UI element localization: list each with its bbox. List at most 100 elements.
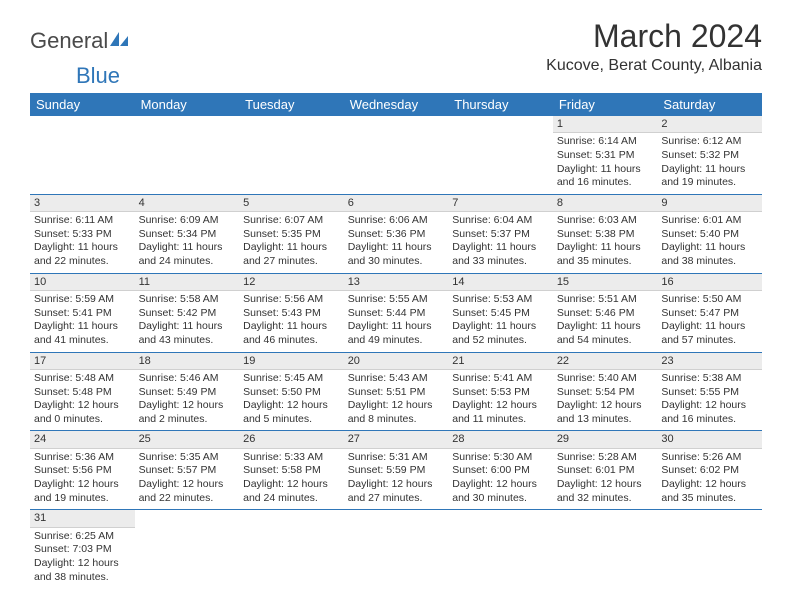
sunset-line: Sunset: 5:49 PM <box>139 386 236 400</box>
sunset-line: Sunset: 5:45 PM <box>452 307 549 321</box>
calendar-cell <box>30 116 135 194</box>
day-content: Sunrise: 5:48 AMSunset: 5:48 PMDaylight:… <box>30 370 135 431</box>
sunrise-line: Sunrise: 5:35 AM <box>139 451 236 465</box>
day-number: 14 <box>448 274 553 291</box>
day-content: Sunrise: 5:35 AMSunset: 5:57 PMDaylight:… <box>135 449 240 510</box>
sunset-line: Sunset: 5:41 PM <box>34 307 131 321</box>
day-number: 17 <box>30 353 135 370</box>
sunset-line: Sunset: 5:58 PM <box>243 464 340 478</box>
day-content: Sunrise: 5:30 AMSunset: 6:00 PMDaylight:… <box>448 449 553 510</box>
day-number: 30 <box>657 431 762 448</box>
day-content: Sunrise: 5:38 AMSunset: 5:55 PMDaylight:… <box>657 370 762 431</box>
sunrise-line: Sunrise: 5:46 AM <box>139 372 236 386</box>
day-number: 20 <box>344 353 449 370</box>
day-number: 6 <box>344 195 449 212</box>
sunrise-line: Sunrise: 5:41 AM <box>452 372 549 386</box>
day-number: 15 <box>553 274 658 291</box>
sunset-line: Sunset: 5:55 PM <box>661 386 758 400</box>
day-content: Sunrise: 5:26 AMSunset: 6:02 PMDaylight:… <box>657 449 762 510</box>
calendar-table: SundayMondayTuesdayWednesdayThursdayFrid… <box>30 93 762 588</box>
calendar-cell: 26Sunrise: 5:33 AMSunset: 5:58 PMDayligh… <box>239 431 344 510</box>
day-number: 23 <box>657 353 762 370</box>
day-content: Sunrise: 5:59 AMSunset: 5:41 PMDaylight:… <box>30 291 135 352</box>
daylight-line: Daylight: 12 hours and 5 minutes. <box>243 399 340 426</box>
calendar-cell <box>344 510 449 588</box>
day-number: 2 <box>657 116 762 133</box>
sunset-line: Sunset: 5:44 PM <box>348 307 445 321</box>
sunrise-line: Sunrise: 6:25 AM <box>34 530 131 544</box>
sunrise-line: Sunrise: 5:58 AM <box>139 293 236 307</box>
daylight-line: Daylight: 12 hours and 32 minutes. <box>557 478 654 505</box>
sunrise-line: Sunrise: 6:09 AM <box>139 214 236 228</box>
daylight-line: Daylight: 12 hours and 16 minutes. <box>661 399 758 426</box>
sunset-line: Sunset: 6:00 PM <box>452 464 549 478</box>
day-number: 5 <box>239 195 344 212</box>
calendar-cell <box>344 116 449 194</box>
sunrise-line: Sunrise: 5:28 AM <box>557 451 654 465</box>
calendar-body: 1Sunrise: 6:14 AMSunset: 5:31 PMDaylight… <box>30 116 762 588</box>
daylight-line: Daylight: 12 hours and 2 minutes. <box>139 399 236 426</box>
sunset-line: Sunset: 5:42 PM <box>139 307 236 321</box>
day-content: Sunrise: 6:03 AMSunset: 5:38 PMDaylight:… <box>553 212 658 273</box>
calendar-cell: 19Sunrise: 5:45 AMSunset: 5:50 PMDayligh… <box>239 352 344 431</box>
day-content: Sunrise: 6:09 AMSunset: 5:34 PMDaylight:… <box>135 212 240 273</box>
sunset-line: Sunset: 5:35 PM <box>243 228 340 242</box>
sunset-line: Sunset: 5:50 PM <box>243 386 340 400</box>
sunrise-line: Sunrise: 5:48 AM <box>34 372 131 386</box>
daylight-line: Daylight: 12 hours and 30 minutes. <box>452 478 549 505</box>
calendar-cell: 15Sunrise: 5:51 AMSunset: 5:46 PMDayligh… <box>553 273 658 352</box>
calendar-cell: 22Sunrise: 5:40 AMSunset: 5:54 PMDayligh… <box>553 352 658 431</box>
day-content: Sunrise: 6:14 AMSunset: 5:31 PMDaylight:… <box>553 133 658 194</box>
calendar-cell: 10Sunrise: 5:59 AMSunset: 5:41 PMDayligh… <box>30 273 135 352</box>
daylight-line: Daylight: 12 hours and 22 minutes. <box>139 478 236 505</box>
day-number: 31 <box>30 510 135 527</box>
day-number: 26 <box>239 431 344 448</box>
day-content: Sunrise: 6:12 AMSunset: 5:32 PMDaylight:… <box>657 133 762 194</box>
daylight-line: Daylight: 12 hours and 27 minutes. <box>348 478 445 505</box>
sunrise-line: Sunrise: 5:45 AM <box>243 372 340 386</box>
sunset-line: Sunset: 5:56 PM <box>34 464 131 478</box>
calendar-cell: 5 Sunrise: 6:07 AMSunset: 5:35 PMDaylight… <box>239 194 344 273</box>
logo: General <box>30 28 132 54</box>
day-number: 9 <box>657 195 762 212</box>
sunrise-line: Sunrise: 6:14 AM <box>557 135 654 149</box>
location-label: Kucove, Berat County, Albania <box>546 57 762 75</box>
daylight-line: Daylight: 12 hours and 0 minutes. <box>34 399 131 426</box>
calendar-cell: 29 Sunrise: 5:28 AMSunset: 6:01 PMDayligh… <box>553 431 658 510</box>
calendar-cell <box>448 116 553 194</box>
day-content: Sunrise: 6:11 AMSunset: 5:33 PMDaylight:… <box>30 212 135 273</box>
sunset-line: Sunset: 5:40 PM <box>661 228 758 242</box>
sunset-line: Sunset: 6:02 PM <box>661 464 758 478</box>
day-number: 13 <box>344 274 449 291</box>
daylight-line: Daylight: 11 hours and 43 minutes. <box>139 320 236 347</box>
day-content: Sunrise: 5:46 AMSunset: 5:49 PMDaylight:… <box>135 370 240 431</box>
daylight-line: Daylight: 12 hours and 11 minutes. <box>452 399 549 426</box>
daylight-line: Daylight: 12 hours and 13 minutes. <box>557 399 654 426</box>
weekday-header: Monday <box>135 93 240 116</box>
sunrise-line: Sunrise: 5:33 AM <box>243 451 340 465</box>
daylight-line: Daylight: 11 hours and 41 minutes. <box>34 320 131 347</box>
day-content: Sunrise: 5:40 AMSunset: 5:54 PMDaylight:… <box>553 370 658 431</box>
day-number: 7 <box>448 195 553 212</box>
sunrise-line: Sunrise: 5:40 AM <box>557 372 654 386</box>
calendar-cell: 28Sunrise: 5:30 AMSunset: 6:00 PMDayligh… <box>448 431 553 510</box>
day-number: 29 <box>553 431 658 448</box>
sunrise-line: Sunrise: 6:07 AM <box>243 214 340 228</box>
sunrise-line: Sunrise: 5:55 AM <box>348 293 445 307</box>
calendar-cell: 16Sunrise: 5:50 AMSunset: 5:47 PMDayligh… <box>657 273 762 352</box>
calendar-cell <box>239 116 344 194</box>
sunset-line: Sunset: 7:03 PM <box>34 543 131 557</box>
page-title: March 2024 <box>546 18 762 55</box>
daylight-line: Daylight: 11 hours and 49 minutes. <box>348 320 445 347</box>
sunset-line: Sunset: 5:51 PM <box>348 386 445 400</box>
sunset-line: Sunset: 5:54 PM <box>557 386 654 400</box>
calendar-cell <box>135 116 240 194</box>
calendar-cell: 3Sunrise: 6:11 AMSunset: 5:33 PMDaylight… <box>30 194 135 273</box>
day-number: 18 <box>135 353 240 370</box>
daylight-line: Daylight: 11 hours and 27 minutes. <box>243 241 340 268</box>
day-number: 25 <box>135 431 240 448</box>
sunset-line: Sunset: 6:01 PM <box>557 464 654 478</box>
sunrise-line: Sunrise: 5:50 AM <box>661 293 758 307</box>
sunrise-line: Sunrise: 5:59 AM <box>34 293 131 307</box>
daylight-line: Daylight: 11 hours and 46 minutes. <box>243 320 340 347</box>
